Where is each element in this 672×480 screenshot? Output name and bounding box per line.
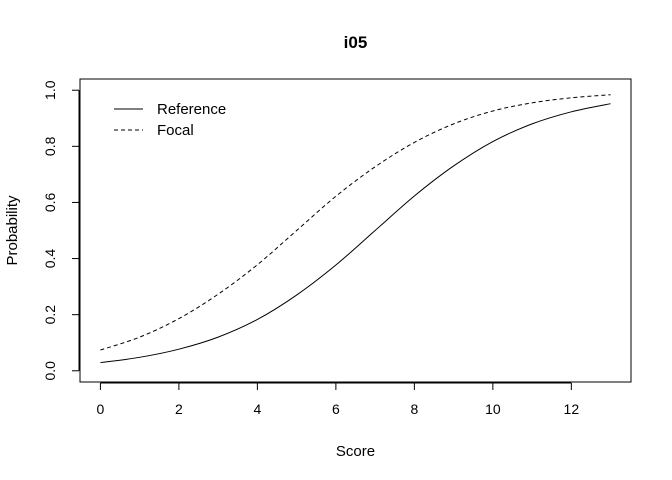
series-line-focal — [100, 94, 611, 351]
y-axis: 0.0 0.2 0.4 0.6 0.8 1.0 — [42, 80, 80, 381]
x-tick-label: 0 — [97, 401, 105, 417]
y-tick-label: 0.6 — [42, 193, 58, 213]
x-tick-label: 2 — [175, 401, 183, 417]
series-layer — [100, 94, 611, 364]
x-tick-label: 4 — [253, 401, 261, 417]
y-tick-label: 0.4 — [42, 249, 58, 269]
legend-label-focal: Focal — [157, 122, 194, 139]
plot-frame — [79, 78, 632, 383]
y-tick-label: 0.0 — [42, 361, 58, 381]
x-tick-label: 6 — [332, 401, 340, 417]
series-line-reference — [100, 103, 611, 364]
y-tick-label: 0.2 — [42, 305, 58, 325]
x-tick-label: 12 — [564, 401, 580, 417]
y-tick-label: 1.0 — [42, 80, 58, 100]
legend-label-reference: Reference — [157, 101, 226, 118]
x-tick-label: 10 — [485, 401, 501, 417]
x-axis: 0 2 4 6 8 10 12 — [97, 382, 580, 417]
x-axis-label: Score — [336, 443, 375, 460]
y-tick-label: 0.8 — [42, 136, 58, 156]
legend: Reference Focal — [114, 101, 226, 139]
chart-title: i05 — [344, 33, 368, 52]
x-tick-label: 8 — [410, 401, 418, 417]
y-axis-label: Probability — [4, 195, 21, 266]
